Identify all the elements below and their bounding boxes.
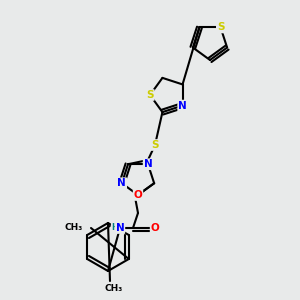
Text: O: O — [134, 190, 142, 200]
Text: N: N — [144, 159, 152, 169]
Text: N: N — [116, 223, 124, 233]
Text: N: N — [178, 100, 187, 111]
Text: CH₃: CH₃ — [105, 284, 123, 293]
Text: S: S — [146, 90, 154, 100]
Text: O: O — [151, 223, 159, 233]
Text: S: S — [151, 140, 159, 150]
Text: H: H — [112, 224, 118, 232]
Text: CH₃: CH₃ — [65, 224, 83, 232]
Text: S: S — [217, 22, 224, 32]
Text: N: N — [118, 178, 126, 188]
